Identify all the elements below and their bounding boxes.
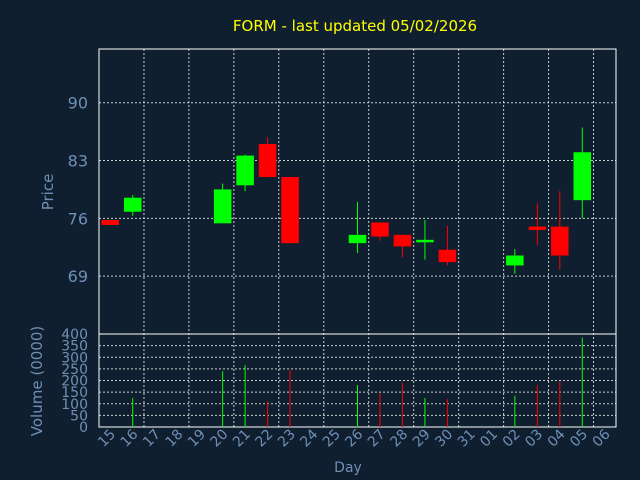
volume-tick-label: 300 [61,350,88,366]
volume-tick-label: 200 [61,374,88,390]
candle-body [101,220,120,225]
price-tick-label: 69 [68,267,88,286]
x-axis-label: Day [334,460,362,476]
candle-body [281,177,299,244]
volume-tick-label: 150 [61,385,88,401]
candle-body [123,197,142,212]
candle-body [348,234,367,244]
candle-body [528,226,547,230]
volume-tick-label: 100 [61,397,88,413]
candle-body [438,249,457,263]
volume-tick-label: 250 [61,362,88,378]
candle-body [551,226,569,256]
volume-tick-label: 400 [61,327,88,343]
candle-body [371,222,389,237]
volume-tick-label: 50 [70,408,88,424]
candle-body [573,152,592,201]
x-axis: 1516171819202122232425262728293031010203… [95,426,613,450]
candle-body [416,239,434,243]
price-tick-label: 90 [68,94,88,113]
price-axis-label: Price [39,174,57,211]
candle-body [236,155,254,186]
volume-bars [132,337,583,427]
price-tick-label: 83 [68,152,88,171]
volume-axis-label: Volume (0000) [28,326,46,436]
candles [101,127,592,274]
candle-body [258,144,277,178]
candle-body [393,234,412,247]
chart-title: FORM - last updated 05/02/2026 [233,17,477,35]
volume-tick-label: 0 [79,420,88,436]
candle-body [506,255,524,266]
price-axis: 69 76 83 90 [68,94,88,286]
candle-body [213,189,232,224]
price-tick-label: 76 [68,209,88,228]
volume-tick-label: 350 [61,339,88,355]
price-grid [99,49,616,427]
